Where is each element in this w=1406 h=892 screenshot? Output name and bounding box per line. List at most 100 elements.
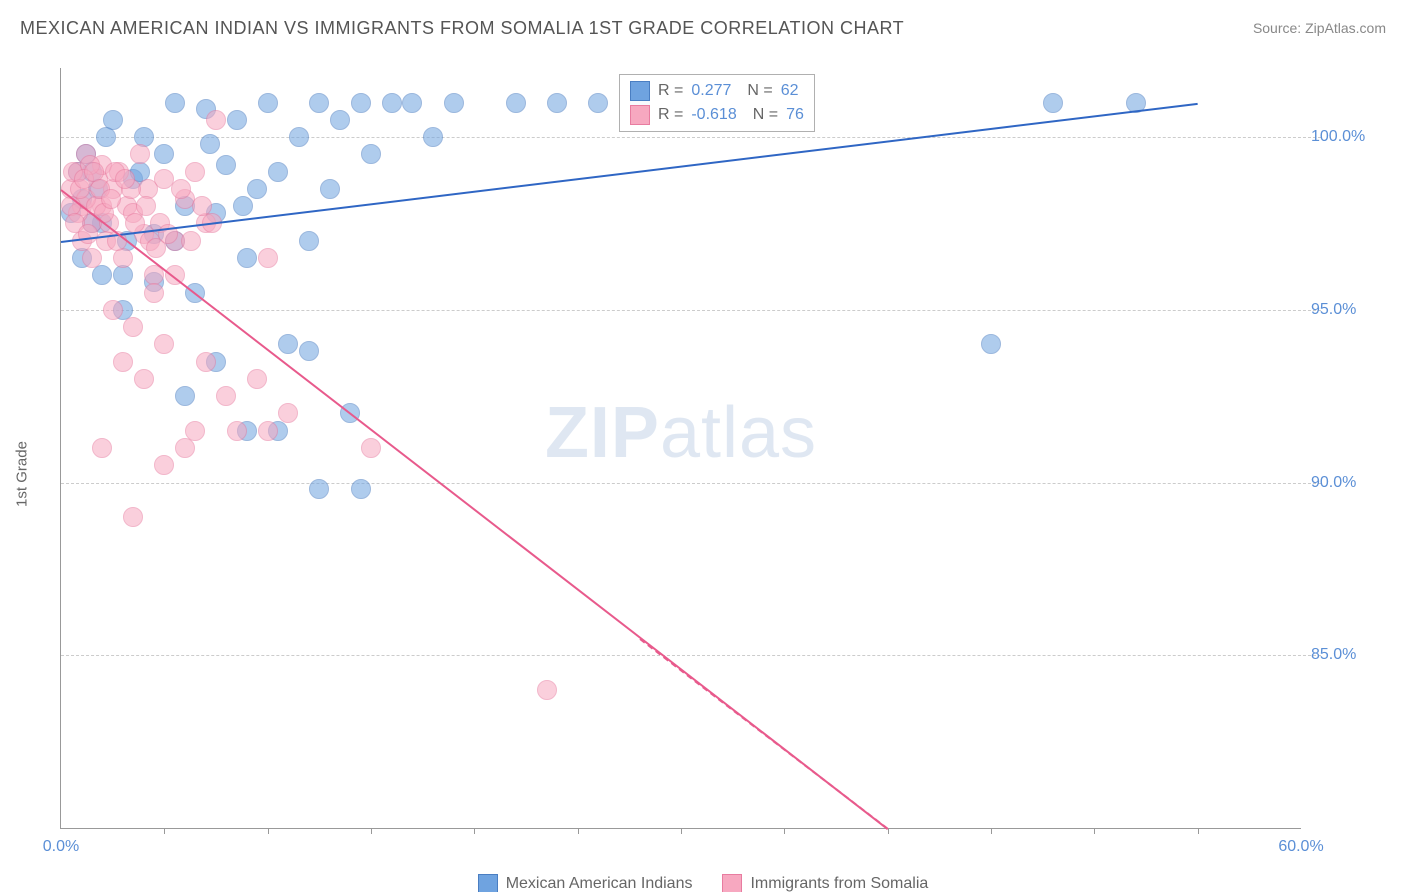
scatter-point bbox=[113, 248, 133, 268]
watermark: ZIPatlas bbox=[545, 392, 817, 474]
scatter-point bbox=[981, 334, 1001, 354]
scatter-point bbox=[185, 162, 205, 182]
scatter-point bbox=[444, 93, 464, 113]
scatter-point bbox=[134, 369, 154, 389]
gridline bbox=[61, 137, 1321, 138]
scatter-point bbox=[123, 317, 143, 337]
gridline bbox=[61, 310, 1321, 311]
scatter-point bbox=[101, 189, 121, 209]
scatter-point bbox=[506, 93, 526, 113]
source-label: Source: ZipAtlas.com bbox=[1253, 20, 1386, 36]
scatter-point bbox=[330, 110, 350, 130]
scatter-point bbox=[299, 231, 319, 251]
scatter-point bbox=[289, 127, 309, 147]
y-tick-label: 90.0% bbox=[1311, 474, 1391, 492]
stats-row: R = 0.277N = 62 bbox=[630, 79, 804, 103]
trend-line bbox=[639, 638, 888, 830]
scatter-point bbox=[247, 369, 267, 389]
scatter-point bbox=[175, 438, 195, 458]
legend-item: Immigrants from Somalia bbox=[722, 874, 928, 892]
y-axis-label: 1st Grade bbox=[14, 441, 31, 507]
legend-swatch bbox=[630, 105, 650, 125]
n-value: 62 bbox=[781, 82, 799, 100]
gridline bbox=[61, 655, 1321, 656]
scatter-point bbox=[130, 144, 150, 164]
scatter-point bbox=[175, 386, 195, 406]
scatter-point bbox=[123, 507, 143, 527]
scatter-point bbox=[154, 144, 174, 164]
scatter-point bbox=[200, 134, 220, 154]
chart-area: 1st Grade ZIPatlas 85.0%90.0%95.0%100.0%… bbox=[0, 48, 1406, 892]
x-tick-mark bbox=[991, 828, 992, 834]
scatter-point bbox=[402, 93, 422, 113]
scatter-point bbox=[216, 155, 236, 175]
scatter-point bbox=[144, 283, 164, 303]
scatter-point bbox=[278, 334, 298, 354]
x-tick-mark bbox=[371, 828, 372, 834]
scatter-point bbox=[154, 455, 174, 475]
gridline bbox=[61, 483, 1321, 484]
header: MEXICAN AMERICAN INDIAN VS IMMIGRANTS FR… bbox=[0, 0, 1406, 48]
scatter-point bbox=[196, 352, 216, 372]
scatter-point bbox=[258, 421, 278, 441]
plot-area: ZIPatlas 85.0%90.0%95.0%100.0%0.0%60.0%R… bbox=[60, 68, 1301, 829]
x-tick-mark bbox=[1094, 828, 1095, 834]
scatter-point bbox=[547, 93, 567, 113]
scatter-point bbox=[233, 196, 253, 216]
scatter-point bbox=[154, 334, 174, 354]
scatter-point bbox=[247, 179, 267, 199]
scatter-point bbox=[113, 265, 133, 285]
scatter-point bbox=[82, 248, 102, 268]
scatter-point bbox=[361, 438, 381, 458]
scatter-point bbox=[115, 169, 135, 189]
scatter-point bbox=[258, 93, 278, 113]
scatter-point bbox=[92, 265, 112, 285]
x-tick-label: 0.0% bbox=[43, 838, 79, 856]
scatter-point bbox=[103, 300, 123, 320]
legend-item: Mexican American Indians bbox=[478, 874, 693, 892]
scatter-point bbox=[278, 403, 298, 423]
scatter-point bbox=[382, 93, 402, 113]
x-tick-mark bbox=[681, 828, 682, 834]
legend-label: Immigrants from Somalia bbox=[750, 875, 928, 892]
stats-row: R = -0.618N = 76 bbox=[630, 103, 804, 127]
scatter-point bbox=[588, 93, 608, 113]
x-tick-mark bbox=[268, 828, 269, 834]
y-tick-label: 85.0% bbox=[1311, 646, 1391, 664]
y-tick-label: 95.0% bbox=[1311, 301, 1391, 319]
scatter-point bbox=[258, 248, 278, 268]
stats-box: R = 0.277N = 62R = -0.618N = 76 bbox=[619, 74, 815, 132]
scatter-point bbox=[1043, 93, 1063, 113]
r-value: -0.618 bbox=[691, 106, 736, 124]
y-tick-label: 100.0% bbox=[1311, 128, 1391, 146]
scatter-point bbox=[216, 386, 236, 406]
legend-label: Mexican American Indians bbox=[506, 875, 693, 892]
x-tick-mark bbox=[164, 828, 165, 834]
scatter-point bbox=[351, 93, 371, 113]
legend-swatch bbox=[478, 874, 498, 892]
scatter-point bbox=[227, 110, 247, 130]
scatter-point bbox=[320, 179, 340, 199]
scatter-point bbox=[136, 196, 156, 216]
scatter-point bbox=[309, 479, 329, 499]
scatter-point bbox=[171, 179, 191, 199]
scatter-point bbox=[423, 127, 443, 147]
scatter-point bbox=[227, 421, 247, 441]
scatter-point bbox=[96, 127, 116, 147]
legend-swatch bbox=[630, 81, 650, 101]
scatter-point bbox=[309, 93, 329, 113]
scatter-point bbox=[206, 110, 226, 130]
n-value: 76 bbox=[786, 106, 804, 124]
legend-swatch bbox=[722, 874, 742, 892]
scatter-point bbox=[78, 224, 98, 244]
scatter-point bbox=[237, 248, 257, 268]
scatter-point bbox=[537, 680, 557, 700]
scatter-point bbox=[361, 144, 381, 164]
x-tick-mark bbox=[578, 828, 579, 834]
scatter-point bbox=[92, 438, 112, 458]
scatter-point bbox=[113, 352, 133, 372]
scatter-point bbox=[165, 93, 185, 113]
scatter-point bbox=[299, 341, 319, 361]
r-value: 0.277 bbox=[691, 82, 731, 100]
x-tick-mark bbox=[1198, 828, 1199, 834]
